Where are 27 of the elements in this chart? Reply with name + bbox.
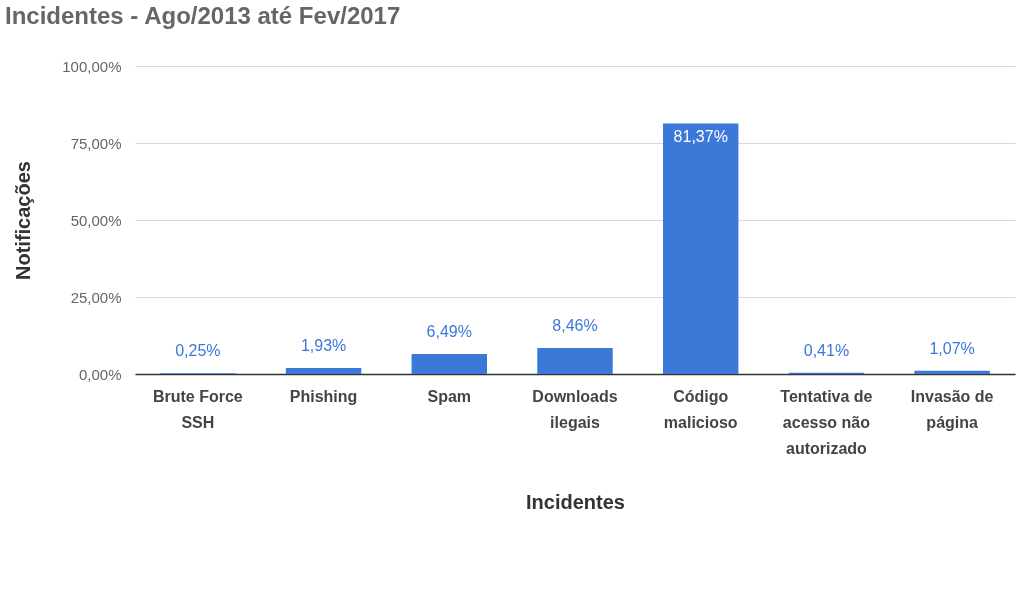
data-label: 6,49% <box>426 323 472 341</box>
bar <box>285 368 362 374</box>
y-tick-label: 25,00% <box>70 288 122 306</box>
bar <box>411 354 487 374</box>
data-label: 1,07% <box>929 339 975 357</box>
data-label: 81,37% <box>673 128 728 146</box>
y-tick-label: 0,00% <box>78 365 122 383</box>
chart-title: Incidentes - Ago/2013 até Fev/2017 <box>5 2 401 29</box>
y-tick-label: 100,00% <box>62 57 122 75</box>
data-label: 0,25% <box>175 342 221 360</box>
bar <box>537 347 613 374</box>
x-tick-label: Invasão de página <box>910 387 994 431</box>
x-tick-label: Spam <box>427 387 472 405</box>
data-label: 0,41% <box>803 341 850 359</box>
x-axis-title: Incidentes <box>526 490 625 513</box>
y-axis-title: Notificações <box>12 161 35 280</box>
x-tick-label: Phishing <box>289 387 358 405</box>
x-tick-label: Brute Force SSH <box>152 387 243 431</box>
data-label: 1,93% <box>300 337 347 355</box>
bar <box>914 370 990 374</box>
x-tick-label: Tentativa de acesso não autorizado <box>780 387 873 457</box>
bar <box>663 123 739 374</box>
data-label: 8,46% <box>552 316 598 334</box>
y-tick-label: 50,00% <box>70 211 122 229</box>
y-tick-label: 75,00% <box>70 134 122 152</box>
x-tick-label: Código malicioso <box>663 387 738 431</box>
x-tick-label: Downloads ilegais <box>532 387 618 431</box>
